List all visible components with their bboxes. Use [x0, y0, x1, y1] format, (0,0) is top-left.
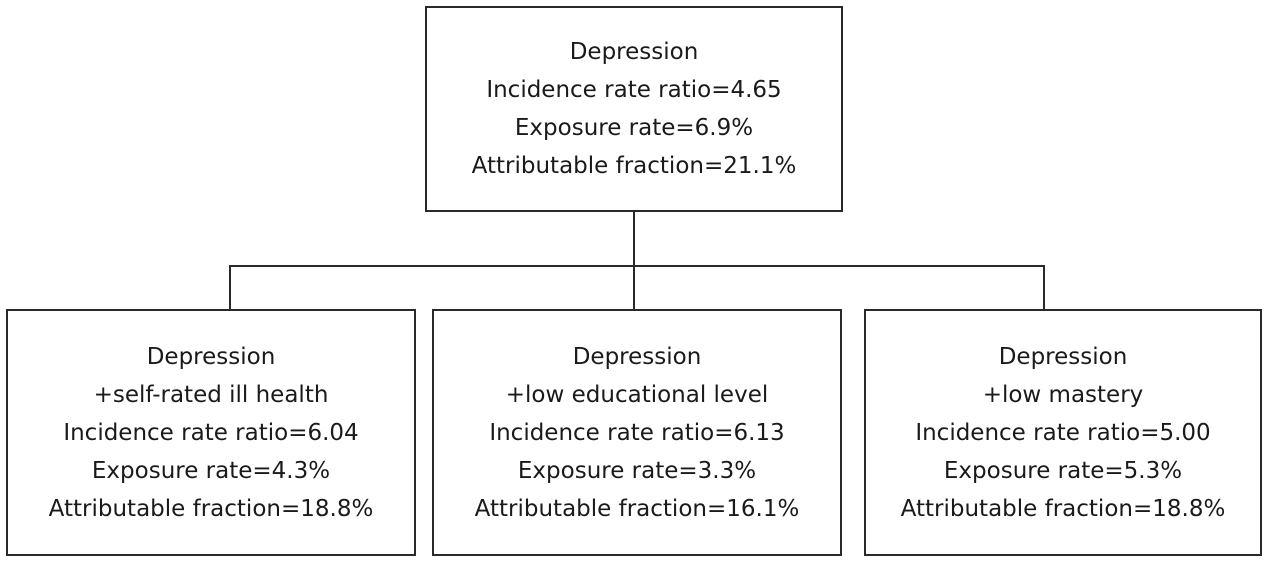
exposure-rate: Exposure rate=4.3%	[91, 457, 331, 484]
box-subtitle: +low mastery	[982, 381, 1144, 408]
connector-right-vertical	[1043, 265, 1045, 309]
attributable-fraction: Attributable fraction=18.8%	[48, 495, 374, 522]
exposure-rate: Exposure rate=6.9%	[514, 115, 754, 141]
box-subtitle: +self-rated ill health	[93, 381, 329, 408]
attributable-fraction: Attributable fraction=16.1%	[474, 495, 800, 522]
child-box-low-educational-level: Depression +low educational level Incide…	[432, 309, 842, 556]
connector-middle-vertical	[633, 265, 635, 309]
exposure-rate: Exposure rate=3.3%	[517, 457, 757, 484]
top-box-depression: Depression Incidence rate ratio=4.65 Exp…	[425, 6, 843, 212]
attributable-fraction: Attributable fraction=21.1%	[471, 153, 797, 179]
exposure-rate: Exposure rate=5.3%	[943, 457, 1183, 484]
attributable-fraction: Attributable fraction=18.8%	[900, 495, 1226, 522]
connector-top-vertical	[633, 212, 635, 266]
box-title: Depression	[998, 343, 1128, 370]
incidence-rate-ratio: Incidence rate ratio=5.00	[915, 419, 1211, 446]
child-box-low-mastery: Depression +low mastery Incidence rate r…	[864, 309, 1262, 556]
connector-left-vertical	[229, 265, 231, 309]
box-title: Depression	[569, 39, 699, 65]
child-box-self-rated-ill-health: Depression +self-rated ill health Incide…	[6, 309, 416, 556]
incidence-rate-ratio: Incidence rate ratio=6.04	[63, 419, 359, 446]
box-title: Depression	[146, 343, 276, 370]
box-title: Depression	[572, 343, 702, 370]
connector-horizontal	[229, 265, 1045, 267]
incidence-rate-ratio: Incidence rate ratio=6.13	[489, 419, 785, 446]
incidence-rate-ratio: Incidence rate ratio=4.65	[486, 77, 782, 103]
box-subtitle: +low educational level	[505, 381, 769, 408]
